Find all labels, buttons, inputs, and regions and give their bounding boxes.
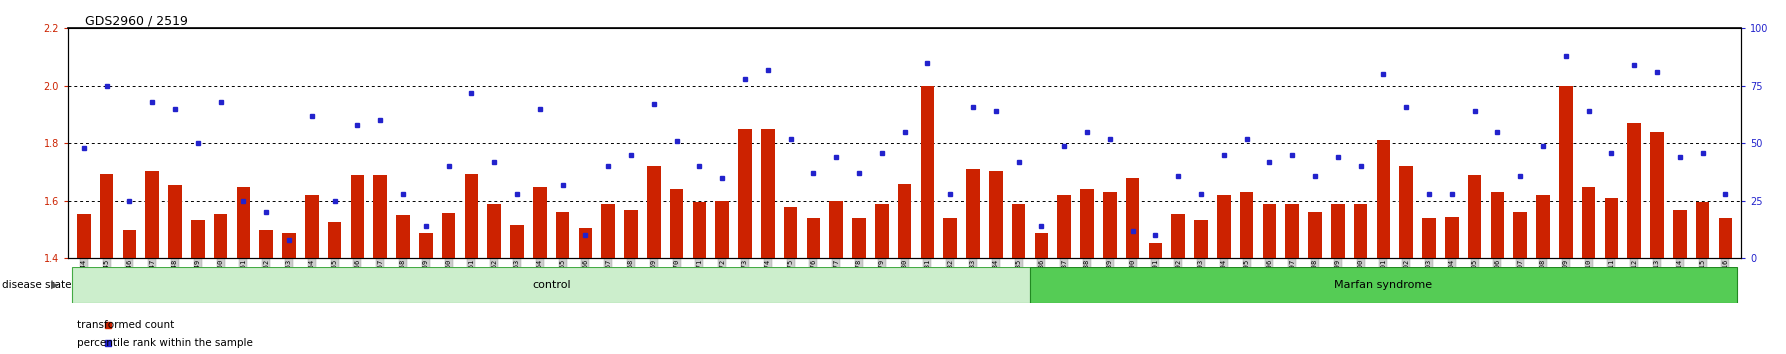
Bar — [350, 175, 364, 258]
Bar — [73, 267, 1031, 303]
Bar — [1491, 192, 1504, 258]
Bar — [602, 204, 614, 258]
Bar — [920, 86, 934, 258]
Bar — [1011, 204, 1025, 258]
Bar — [1263, 204, 1277, 258]
Bar — [1468, 175, 1481, 258]
Bar — [1057, 195, 1072, 258]
Bar — [807, 218, 820, 258]
Bar — [966, 169, 981, 258]
Bar — [214, 215, 227, 258]
Bar — [1400, 166, 1413, 258]
Bar — [396, 215, 409, 258]
Bar — [693, 202, 705, 258]
Bar — [532, 187, 547, 258]
Bar — [1216, 195, 1231, 258]
Bar — [329, 222, 341, 258]
Bar — [168, 184, 182, 258]
Bar — [623, 210, 638, 258]
Bar — [1559, 86, 1573, 258]
Bar — [1445, 217, 1459, 258]
Bar — [77, 214, 91, 258]
Bar — [898, 184, 911, 258]
Bar — [191, 219, 205, 258]
Bar — [1513, 212, 1527, 258]
Bar — [1148, 242, 1163, 258]
Text: percentile rank within the sample: percentile rank within the sample — [77, 338, 252, 348]
Bar — [647, 166, 661, 258]
Bar — [1104, 192, 1116, 258]
Text: GDS2960 / 2519: GDS2960 / 2519 — [84, 14, 188, 27]
Bar — [441, 213, 455, 258]
Bar — [1650, 132, 1665, 258]
Bar — [1536, 195, 1550, 258]
Bar — [305, 195, 318, 258]
Bar — [420, 233, 432, 258]
Text: Marfan syndrome: Marfan syndrome — [1334, 280, 1432, 290]
Bar — [1081, 189, 1093, 258]
Bar — [1331, 204, 1345, 258]
Bar — [145, 171, 159, 258]
Bar — [1239, 192, 1254, 258]
Bar — [1172, 214, 1186, 258]
Bar — [555, 212, 570, 258]
Bar — [1695, 202, 1709, 258]
Bar — [875, 204, 889, 258]
Bar — [1125, 178, 1139, 258]
Bar — [1718, 218, 1732, 258]
Bar — [1034, 233, 1048, 258]
Bar — [488, 204, 502, 258]
Bar — [259, 230, 273, 258]
Bar — [511, 225, 523, 258]
Bar — [1627, 123, 1641, 258]
Bar — [1377, 141, 1390, 258]
Bar — [943, 218, 957, 258]
Bar — [989, 171, 1002, 258]
Bar — [670, 189, 684, 258]
Bar — [738, 129, 752, 258]
Bar — [1422, 218, 1436, 258]
Bar — [784, 207, 798, 258]
Bar — [1307, 212, 1322, 258]
Bar — [464, 173, 479, 258]
Bar — [236, 187, 250, 258]
Text: transformed count: transformed count — [77, 320, 173, 330]
Bar — [716, 201, 729, 258]
Bar — [100, 173, 114, 258]
Bar — [373, 175, 388, 258]
Text: control: control — [532, 280, 570, 290]
Bar — [1673, 210, 1686, 258]
Text: ▶: ▶ — [52, 280, 59, 290]
Bar — [1195, 219, 1207, 258]
Bar — [282, 233, 296, 258]
Text: disease state: disease state — [2, 280, 71, 290]
Bar — [1354, 204, 1368, 258]
Bar — [761, 129, 775, 258]
Bar — [852, 218, 866, 258]
Bar — [1031, 267, 1736, 303]
Bar — [1604, 198, 1618, 258]
Bar — [829, 201, 843, 258]
Bar — [579, 228, 593, 258]
Bar — [1286, 204, 1298, 258]
Bar — [1582, 187, 1595, 258]
Bar — [123, 230, 136, 258]
